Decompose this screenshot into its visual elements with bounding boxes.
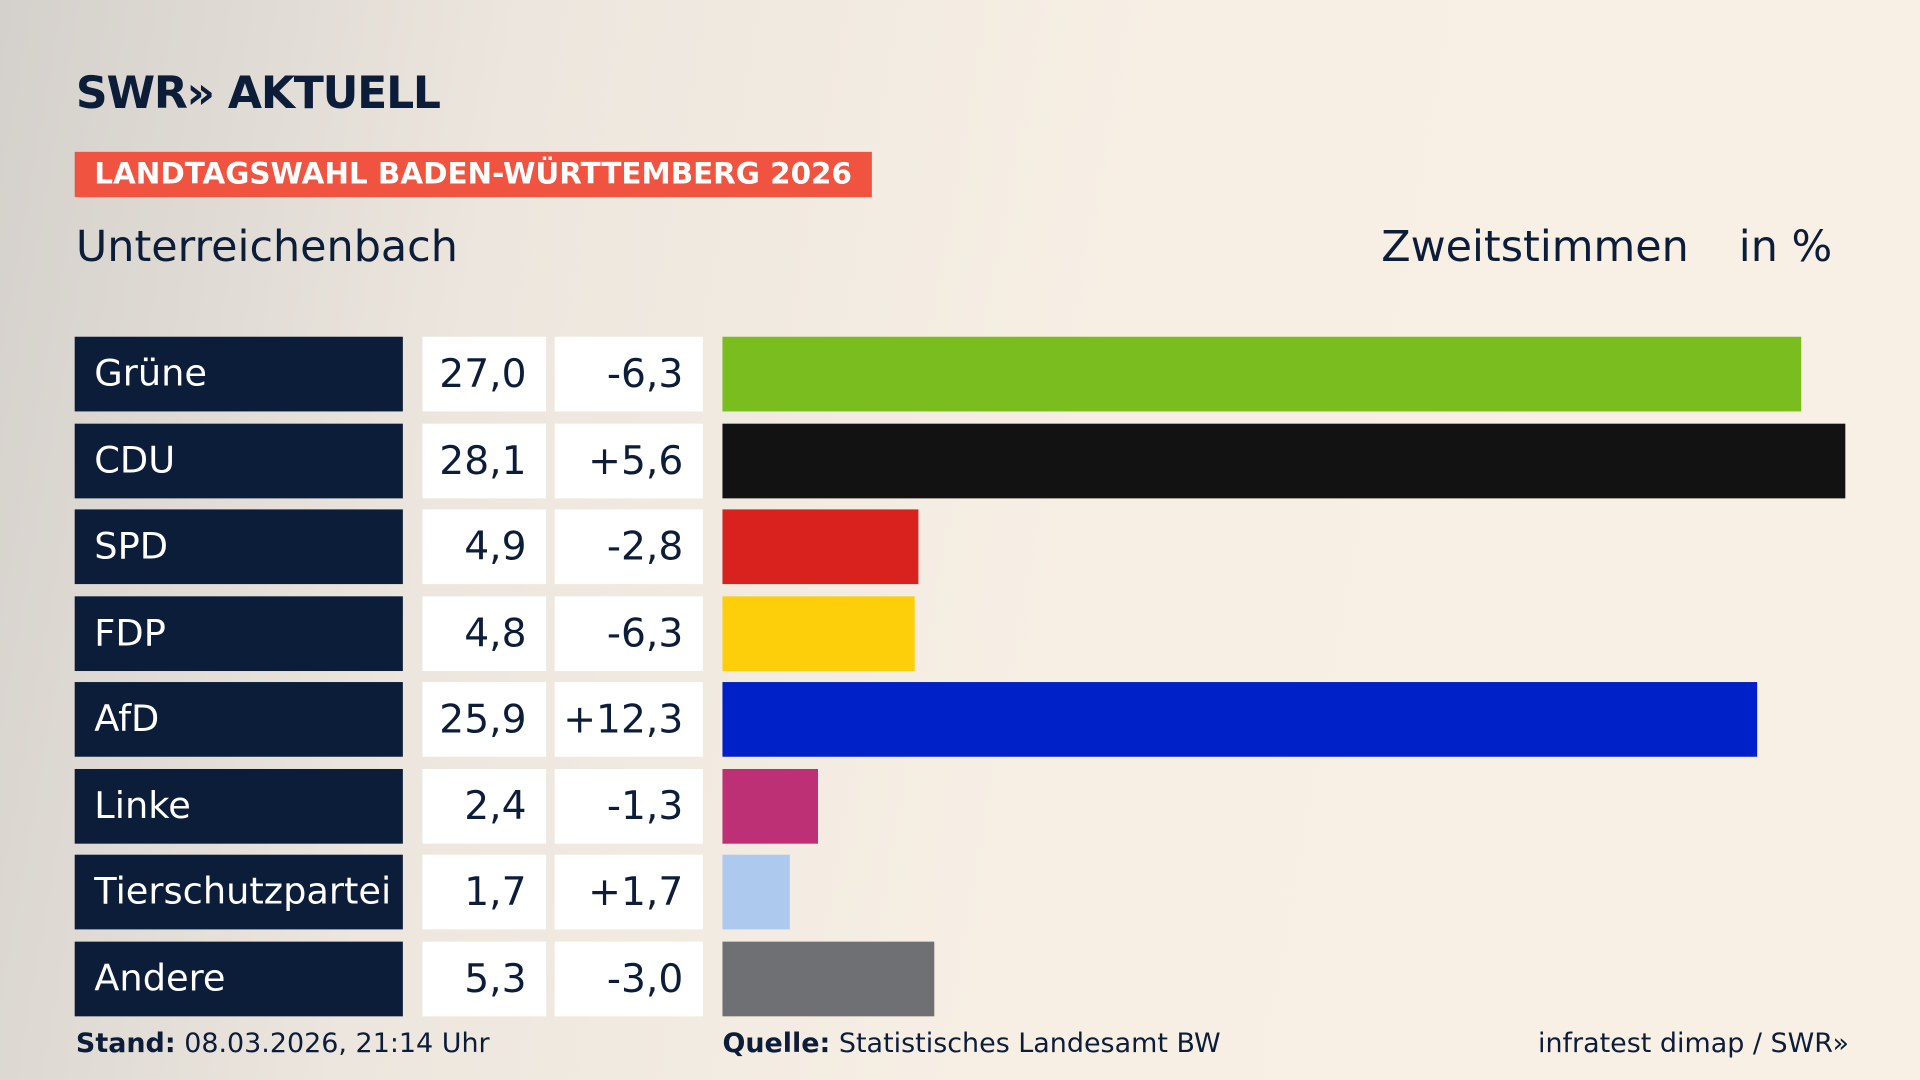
vote-share: 1,7 (422, 854, 547, 930)
source: Quelle: Statistisches Landesamt BW (722, 1029, 1220, 1060)
stand-label: Stand: (75, 1028, 176, 1060)
vote-share: 2,4 (422, 768, 547, 844)
vote-change: -6,3 (554, 595, 703, 671)
vote-change: -2,8 (554, 509, 703, 585)
party-name: AfD (74, 682, 403, 757)
party-name: SPD (74, 509, 403, 585)
vote-change: -6,3 (554, 336, 703, 412)
vote-share: 28,1 (422, 423, 547, 498)
vote-share: 27,0 (422, 336, 547, 412)
swr-aktuell-logo: SWR» AKTUELL (75, 68, 441, 119)
party-name: Andere (74, 941, 403, 1016)
vote-change: +12,3 (554, 682, 703, 757)
unit-label: in % (1738, 222, 1833, 272)
vote-change: +5,6 (554, 423, 703, 498)
region-title: Unterreichenbach (75, 222, 458, 272)
bar (722, 768, 819, 844)
credit: infratest dimap / SWR» (1537, 1028, 1849, 1060)
stand-value: 08.03.2026, 21:14 Uhr (184, 1028, 490, 1060)
party-name: Linke (74, 768, 403, 844)
source-value: Statistisches Landesamt BW (838, 1028, 1221, 1060)
bar (722, 854, 791, 930)
bar (722, 595, 915, 671)
bar (722, 336, 1802, 412)
metric-label: Zweitstimmen (1381, 222, 1689, 272)
party-name: Tierschutzpartei (74, 854, 403, 930)
election-banner: LANDTAGSWAHL BADEN-WÜRTTEMBERG 2026 (74, 151, 872, 198)
source-label: Quelle: (722, 1028, 831, 1060)
vote-change: -3,0 (554, 941, 703, 1016)
bar (722, 423, 1846, 498)
vote-change: -1,3 (554, 768, 703, 844)
party-name: Grüne (74, 336, 403, 412)
vote-change: +1,7 (554, 854, 703, 930)
bar (722, 509, 919, 585)
vote-share: 4,9 (422, 509, 547, 585)
vote-share: 25,9 (422, 682, 547, 757)
bar (722, 941, 935, 1016)
party-name: CDU (74, 423, 403, 498)
timestamp: Stand: 08.03.2026, 21:14 Uhr (76, 1029, 490, 1060)
vote-share: 4,8 (422, 595, 547, 671)
bar (722, 682, 1758, 757)
party-name: FDP (74, 595, 403, 671)
vote-share: 5,3 (422, 941, 547, 1016)
